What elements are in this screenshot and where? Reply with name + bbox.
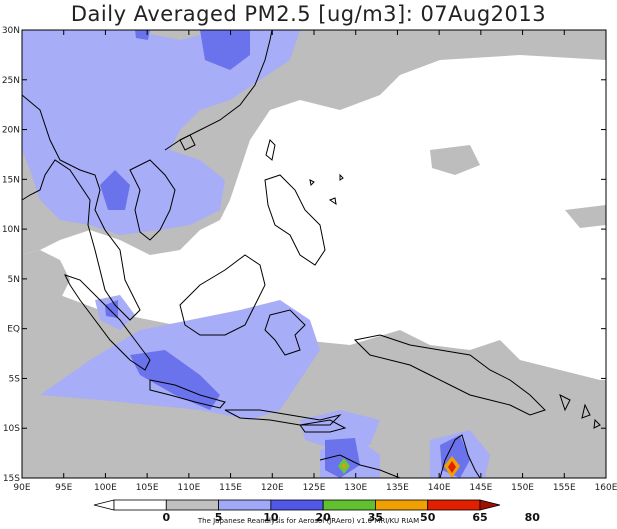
colorbar-box xyxy=(322,499,376,511)
gray-region-west-ocean xyxy=(22,250,70,300)
coast-islands-east xyxy=(559,394,601,429)
colorbar-box xyxy=(113,499,167,511)
colorbar-arrow-left xyxy=(93,499,115,511)
lon-tick-label: 95E xyxy=(55,483,72,493)
blue-region-sulawesi xyxy=(240,305,310,370)
coast-china-indochina xyxy=(21,94,141,321)
lon-tick-label: 130E xyxy=(344,483,367,493)
lat-tick-label: 5N xyxy=(8,275,20,285)
colorbar-arrow-right xyxy=(479,499,501,511)
longitude-ticks: 90E 95E 100E 105E 110E 115E 120E 125E 130E 135E 14… xyxy=(13,30,617,493)
coast-vietnam xyxy=(129,159,176,241)
mid-blue-java xyxy=(130,350,220,410)
coast-newguinea xyxy=(353,334,546,416)
lat-tick-label: 15N xyxy=(2,175,20,185)
coast-hainan xyxy=(179,134,196,151)
lon-tick-label: 145E xyxy=(469,483,492,493)
lon-tick-label: 135E xyxy=(386,483,409,493)
lon-tick-label: 150E xyxy=(511,483,534,493)
mid-blue-patch-2 xyxy=(135,30,150,40)
colorbar-label: 20 xyxy=(315,511,331,524)
lat-tick-label: EQ xyxy=(7,325,20,335)
lon-tick-label: 160E xyxy=(595,483,617,493)
colorbar-label: 0 xyxy=(162,511,170,524)
pm25-field xyxy=(22,30,606,478)
colorbar-box xyxy=(270,499,324,511)
colorbar-box xyxy=(427,499,481,511)
map-title: Daily Averaged PM2.5 [ug/m3]: 07Aug2013 xyxy=(70,2,547,26)
coast-timor xyxy=(299,419,347,433)
colorbar-label: 35 xyxy=(368,511,383,524)
mid-blue-timor xyxy=(325,438,360,478)
credit-text: The Japanese Reanalysis for Aerosol (JRA… xyxy=(197,517,420,525)
lat-tick-label: 10S xyxy=(3,424,20,434)
coast-borneo xyxy=(179,254,266,336)
lon-tick-label: 90E xyxy=(13,483,30,493)
lon-tick-label: 110E xyxy=(177,483,200,493)
coast-sumatra xyxy=(64,274,151,371)
coast-small-islands xyxy=(309,173,344,206)
latitude-ticks: 30N 25N 20N 15N 10N 5N EQ 5S 10S 15S xyxy=(2,26,606,484)
coast-australia xyxy=(319,454,401,479)
lon-tick-label: 155E xyxy=(553,483,576,493)
colorbar-label: 10 xyxy=(263,511,279,524)
colorbar-label: 5 xyxy=(215,511,223,524)
coast-sulawesi xyxy=(264,309,306,356)
lon-tick-label: 105E xyxy=(136,483,159,493)
gray-patch-east xyxy=(565,205,606,228)
colorbar-label: 50 xyxy=(420,511,436,524)
colorbar-label: 65 xyxy=(472,511,487,524)
coast-cape-york xyxy=(439,434,481,479)
coast-nusa xyxy=(224,409,342,426)
hotspot-red xyxy=(448,461,456,473)
colorbar-box xyxy=(218,499,272,511)
lat-tick-label: 10N xyxy=(2,225,20,235)
mid-blue-indochina xyxy=(100,170,130,210)
mid-blue-north xyxy=(200,30,250,70)
lat-tick-label: 15S xyxy=(3,474,20,484)
lat-tick-label: 5S xyxy=(9,374,21,384)
colorbar-box xyxy=(375,499,429,511)
colorbar: 0 5 10 20 35 50 65 80 xyxy=(93,499,541,524)
lon-tick-label: 100E xyxy=(94,483,117,493)
blue-region-asia xyxy=(22,30,300,235)
lon-tick-label: 140E xyxy=(428,483,451,493)
coastlines xyxy=(21,29,601,479)
lon-tick-label: 125E xyxy=(303,483,326,493)
coast-philippines xyxy=(264,174,326,266)
lat-tick-label: 30N xyxy=(2,26,20,36)
lat-tick-label: 20N xyxy=(2,126,20,136)
gray-patch-pacific xyxy=(430,145,480,175)
colorbar-label: 80 xyxy=(525,511,541,524)
coast-java xyxy=(149,379,226,409)
lat-tick-label: 25N xyxy=(2,76,20,86)
coast-taiwan xyxy=(265,139,276,161)
lon-tick-label: 115E xyxy=(219,483,242,493)
colorbar-box xyxy=(165,499,219,511)
hotspot-green-core xyxy=(342,464,346,468)
lon-tick-label: 120E xyxy=(261,483,284,493)
